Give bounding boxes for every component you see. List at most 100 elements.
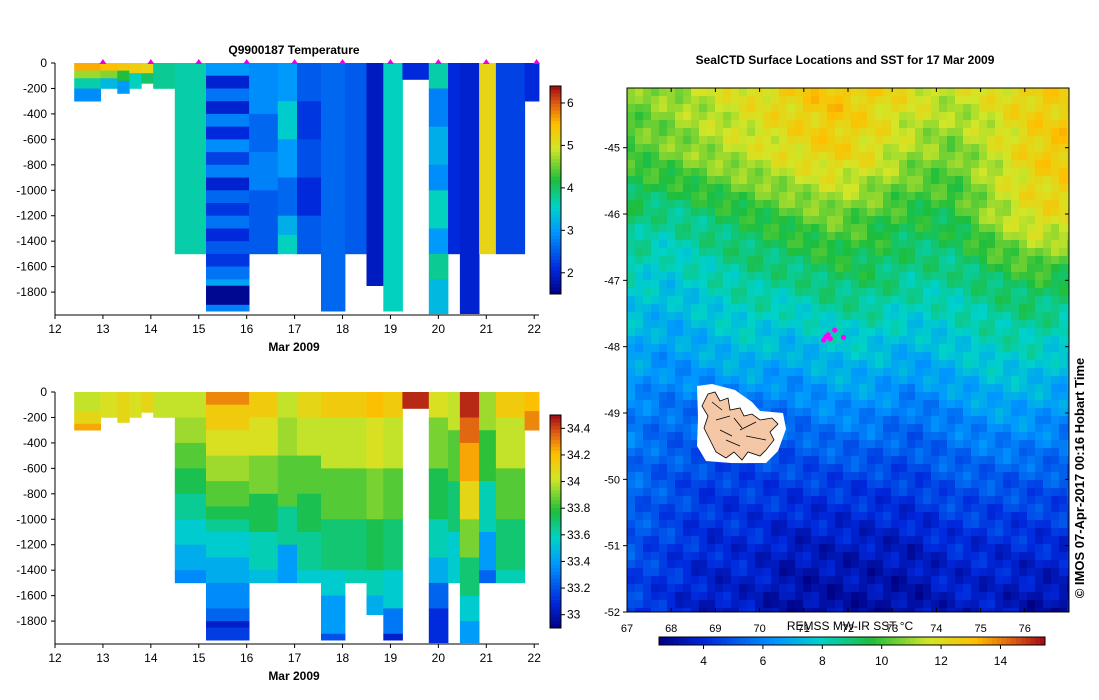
- sst-cell: [1043, 120, 1052, 129]
- sst-cell: [1027, 568, 1036, 577]
- sst-cell: [883, 360, 892, 369]
- sst-cell: [979, 528, 988, 537]
- sst-cell: [947, 392, 956, 401]
- sst-cell: [1059, 544, 1068, 553]
- sst-cell: [699, 488, 708, 497]
- sst-cell: [755, 256, 764, 265]
- sst-cell: [795, 336, 804, 345]
- sst-cell: [819, 312, 828, 321]
- sst-cell: [627, 552, 636, 561]
- sst-cell: [1011, 400, 1020, 409]
- sst-cell: [779, 360, 788, 369]
- sst-cell: [851, 88, 860, 97]
- sst-cell: [843, 280, 852, 289]
- sst-cell: [683, 152, 692, 161]
- sst-cell: [891, 384, 900, 393]
- sst-cell: [707, 240, 716, 249]
- map-y-tick-label: -47: [604, 275, 620, 287]
- sst-cell: [715, 128, 724, 137]
- sst-cell: [947, 400, 956, 409]
- sst-cell: [987, 408, 996, 417]
- sst-cell: [1003, 184, 1012, 193]
- sst-cell: [955, 408, 964, 417]
- profile-segment: [206, 506, 250, 520]
- sst-cell: [1011, 320, 1020, 329]
- sst-cell: [979, 280, 988, 289]
- sst-cell: [883, 208, 892, 217]
- sst-cell: [755, 240, 764, 249]
- sst-cell: [803, 608, 812, 612]
- sst-cell: [995, 208, 1004, 217]
- sst-cell: [1051, 264, 1060, 273]
- sst-cell: [883, 312, 892, 321]
- sst-cell: [955, 472, 964, 481]
- sst-cell: [779, 240, 788, 249]
- sst-cell: [883, 552, 892, 561]
- sst-cell: [651, 288, 660, 297]
- sst-cell: [771, 248, 780, 257]
- sst-cell: [803, 288, 812, 297]
- sst-cell: [739, 184, 748, 193]
- sst-cell: [995, 512, 1004, 521]
- colorbar-step: [550, 581, 561, 586]
- sst-cell: [955, 280, 964, 289]
- sst-cell: [811, 584, 820, 593]
- sst-cell: [811, 224, 820, 233]
- sst-cell: [819, 304, 828, 313]
- sst-cell: [811, 256, 820, 265]
- sst-cell: [1067, 144, 1069, 153]
- sst-cell: [1051, 496, 1060, 505]
- sst-cell: [867, 112, 876, 121]
- sst-cell: [907, 456, 916, 465]
- sst-cell: [731, 224, 740, 233]
- sst-cell: [643, 528, 652, 537]
- sst-cell: [691, 288, 700, 297]
- sst-colorbar-step: [823, 637, 829, 645]
- sst-cell: [875, 112, 884, 121]
- sst-cell: [795, 280, 804, 289]
- colorbar-step: [550, 450, 561, 455]
- sst-cell: [1019, 248, 1028, 257]
- sst-cell: [867, 248, 876, 257]
- sst-cell: [819, 472, 828, 481]
- sst-cell: [891, 456, 900, 465]
- sst-cell: [683, 584, 692, 593]
- sst-cell: [1043, 240, 1052, 249]
- sst-cell: [707, 560, 716, 569]
- sst-cell: [723, 464, 732, 473]
- sst-cell: [707, 296, 716, 305]
- sst-cell: [931, 248, 940, 257]
- sst-cell: [795, 272, 804, 281]
- sst-cell: [891, 216, 900, 225]
- sst-cell: [1011, 560, 1020, 569]
- sst-cell: [907, 584, 916, 593]
- sst-cell: [907, 240, 916, 249]
- sst-cell: [627, 384, 636, 393]
- sst-cell: [1011, 496, 1020, 505]
- sst-cell: [675, 584, 684, 593]
- sst-cell: [1035, 464, 1044, 473]
- profile-segment: [100, 392, 118, 418]
- sst-cell: [931, 424, 940, 433]
- sst-cell: [915, 192, 924, 201]
- sst-cell: [1043, 448, 1052, 457]
- sst-cell: [635, 136, 644, 145]
- sst-cell: [755, 528, 764, 537]
- x-tick-label: 15: [192, 651, 206, 665]
- sst-cell: [915, 232, 924, 241]
- sst-cell: [771, 304, 780, 313]
- sst-cell: [659, 264, 668, 273]
- sst-cell: [963, 168, 972, 177]
- sst-cell: [875, 568, 884, 577]
- sst-cell: [811, 480, 820, 489]
- sst-cell: [891, 520, 900, 529]
- sst-cell: [915, 136, 924, 145]
- sst-colorbar-step: [837, 637, 843, 645]
- sst-cell: [851, 216, 860, 225]
- sst-cell: [931, 472, 940, 481]
- sst-cell: [691, 472, 700, 481]
- sst-cell: [723, 536, 732, 545]
- sst-cell: [1059, 304, 1068, 313]
- sst-cell: [947, 304, 956, 313]
- sst-cell: [795, 160, 804, 169]
